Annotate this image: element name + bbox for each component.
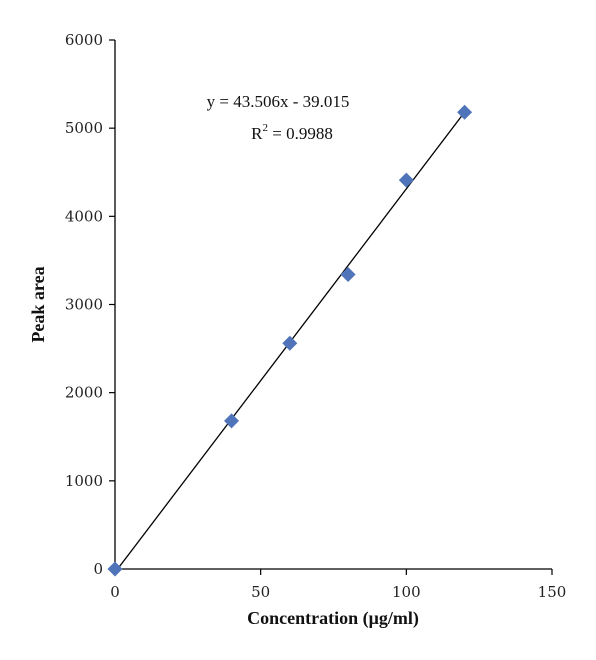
x-tick-label: 0 bbox=[110, 583, 120, 601]
y-tick-label: 4000 bbox=[65, 207, 103, 225]
x-tick-label: 150 bbox=[538, 583, 567, 601]
data-point bbox=[224, 413, 240, 429]
data-point bbox=[107, 561, 123, 577]
r-squared-base: R bbox=[251, 124, 263, 143]
data-points bbox=[107, 104, 473, 577]
r-squared-label: R2 = 0.9988 bbox=[251, 122, 333, 143]
tick-marks bbox=[109, 39, 553, 575]
trendline-equation: y = 43.506x - 39.015 bbox=[207, 92, 350, 111]
data-point bbox=[340, 267, 356, 283]
x-tick-label: 50 bbox=[251, 583, 270, 601]
data-point bbox=[282, 335, 298, 351]
x-tick-label: 100 bbox=[392, 583, 421, 601]
x-axis-title: Concentration (μg/ml) bbox=[247, 608, 419, 629]
data-point bbox=[457, 104, 473, 120]
y-tick-label: 0 bbox=[93, 560, 103, 578]
tick-labels: 0 1000 2000 3000 4000 5000 6000 0 50 100 150 bbox=[65, 31, 567, 601]
y-tick-label: 6000 bbox=[65, 31, 103, 49]
data-point bbox=[398, 172, 414, 188]
y-tick-label: 2000 bbox=[65, 384, 103, 402]
y-tick-label: 3000 bbox=[65, 296, 103, 314]
r-squared-value: = 0.9988 bbox=[268, 124, 333, 143]
y-tick-label: 5000 bbox=[65, 119, 103, 137]
axes bbox=[114, 40, 552, 570]
r-squared-superscript: 2 bbox=[263, 122, 269, 134]
y-tick-label: 1000 bbox=[65, 472, 103, 490]
y-axis-title: Peak area bbox=[28, 266, 48, 342]
